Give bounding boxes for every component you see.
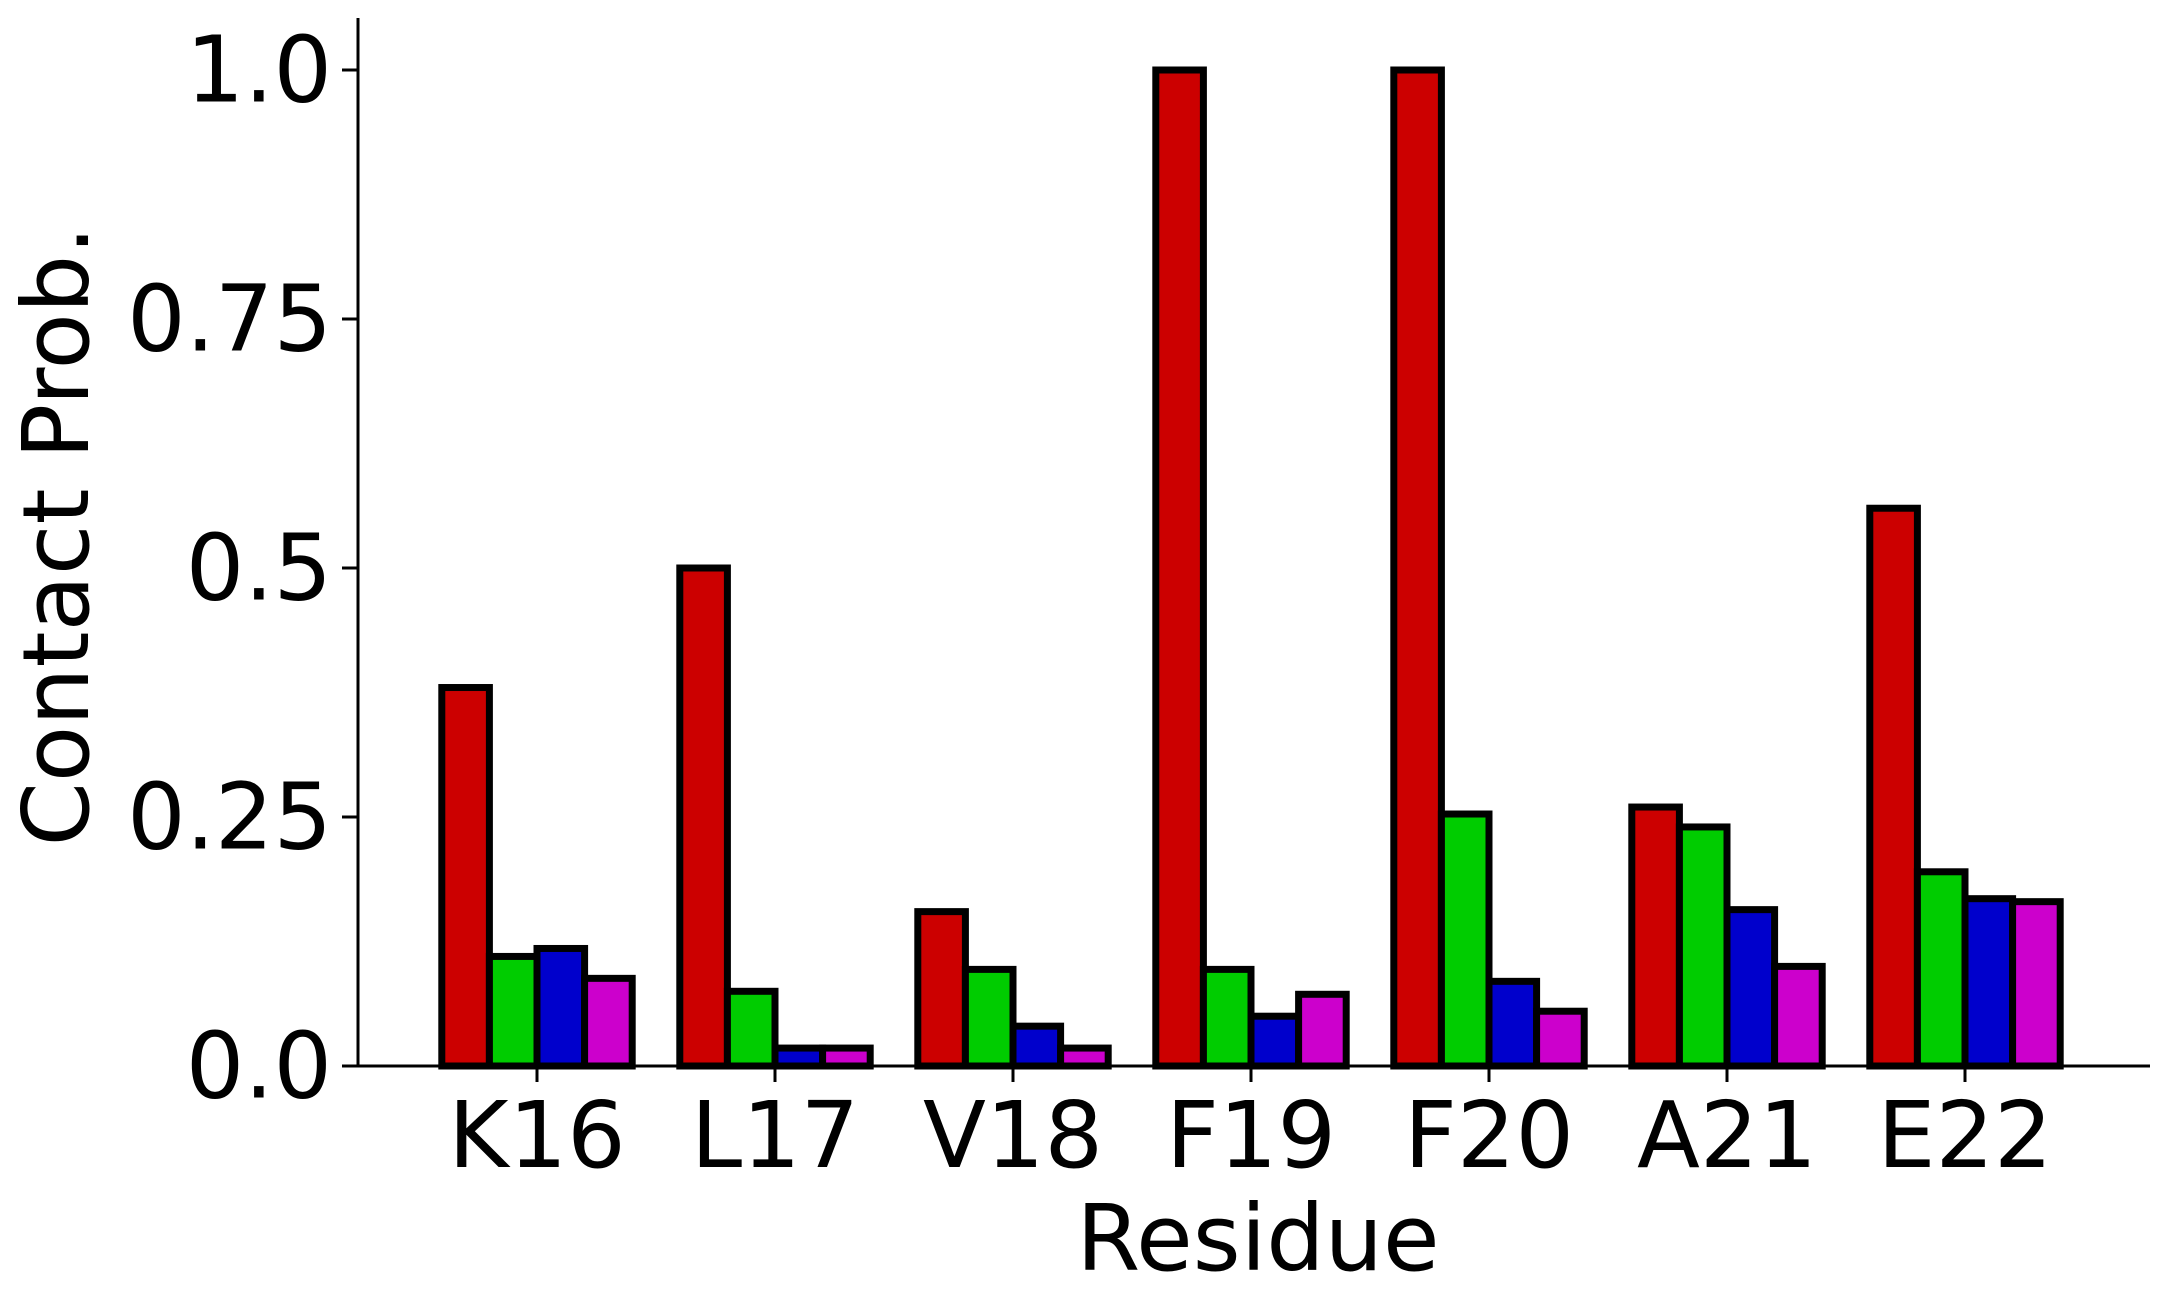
bar-f20-series-4	[1533, 1007, 1588, 1070]
y-tick-label: 0.0	[186, 1013, 332, 1120]
x-tick-label: E22	[1877, 1082, 2052, 1189]
bar-f20-series-3	[1485, 977, 1541, 1070]
x-ticks: K16 L17 V18 F19 F20 A21 E22	[448, 1066, 2053, 1189]
bar-a21-series-1	[1628, 803, 1683, 1070]
bar-f19-series-4	[1295, 990, 1350, 1070]
y-tick-label: 0.5	[186, 515, 332, 622]
bar-f19-series-3	[1247, 1012, 1303, 1070]
y-tick-label: 0.75	[127, 266, 332, 373]
bar-k16-series-3	[533, 944, 589, 1070]
bar-l17-series-3	[771, 1044, 827, 1070]
bar-f19-series-2	[1199, 965, 1255, 1070]
y-axis-label: Contact Prob.	[3, 226, 110, 847]
bar-v18-series-4	[1057, 1044, 1112, 1070]
x-tick-label: F20	[1404, 1082, 1574, 1189]
bar-v18-series-2	[961, 965, 1017, 1070]
bar-f20-series-1	[1390, 66, 1445, 1070]
x-tick-label: F19	[1166, 1082, 1336, 1189]
y-tick-label: 0.25	[127, 764, 332, 871]
bar-a21-series-3	[1723, 906, 1779, 1070]
bar-v18-series-1	[914, 908, 969, 1070]
bar-e22-series-1	[1866, 504, 1921, 1070]
x-tick-label: V18	[923, 1082, 1103, 1189]
x-axis-label: Residue	[1076, 1185, 1439, 1292]
bar-l17-series-4	[819, 1044, 874, 1070]
bar-l17-series-1	[676, 564, 731, 1070]
y-tick-label: 1.0	[186, 17, 332, 124]
bar-l17-series-2	[723, 987, 779, 1070]
bar-k16-series-2	[485, 952, 541, 1070]
bar-e22-series-2	[1913, 868, 1969, 1070]
x-tick-label: L17	[691, 1082, 859, 1189]
bar-e22-series-3	[1961, 895, 2017, 1070]
x-tick-label: K16	[448, 1082, 625, 1189]
bars-layer	[438, 66, 2064, 1070]
bar-e22-series-4	[2009, 898, 2064, 1070]
bar-f20-series-2	[1437, 810, 1493, 1070]
bar-v18-series-3	[1009, 1022, 1065, 1070]
bar-a21-series-2	[1675, 823, 1731, 1070]
bar-a21-series-4	[1771, 962, 1826, 1070]
bar-k16-series-4	[581, 974, 636, 1070]
x-tick-label: A21	[1637, 1082, 1817, 1189]
y-ticks: 0.0 0.25 0.5 0.75 1.0	[127, 17, 358, 1120]
bar-k16-series-1	[438, 684, 493, 1070]
bar-f19-series-1	[1152, 66, 1207, 1070]
